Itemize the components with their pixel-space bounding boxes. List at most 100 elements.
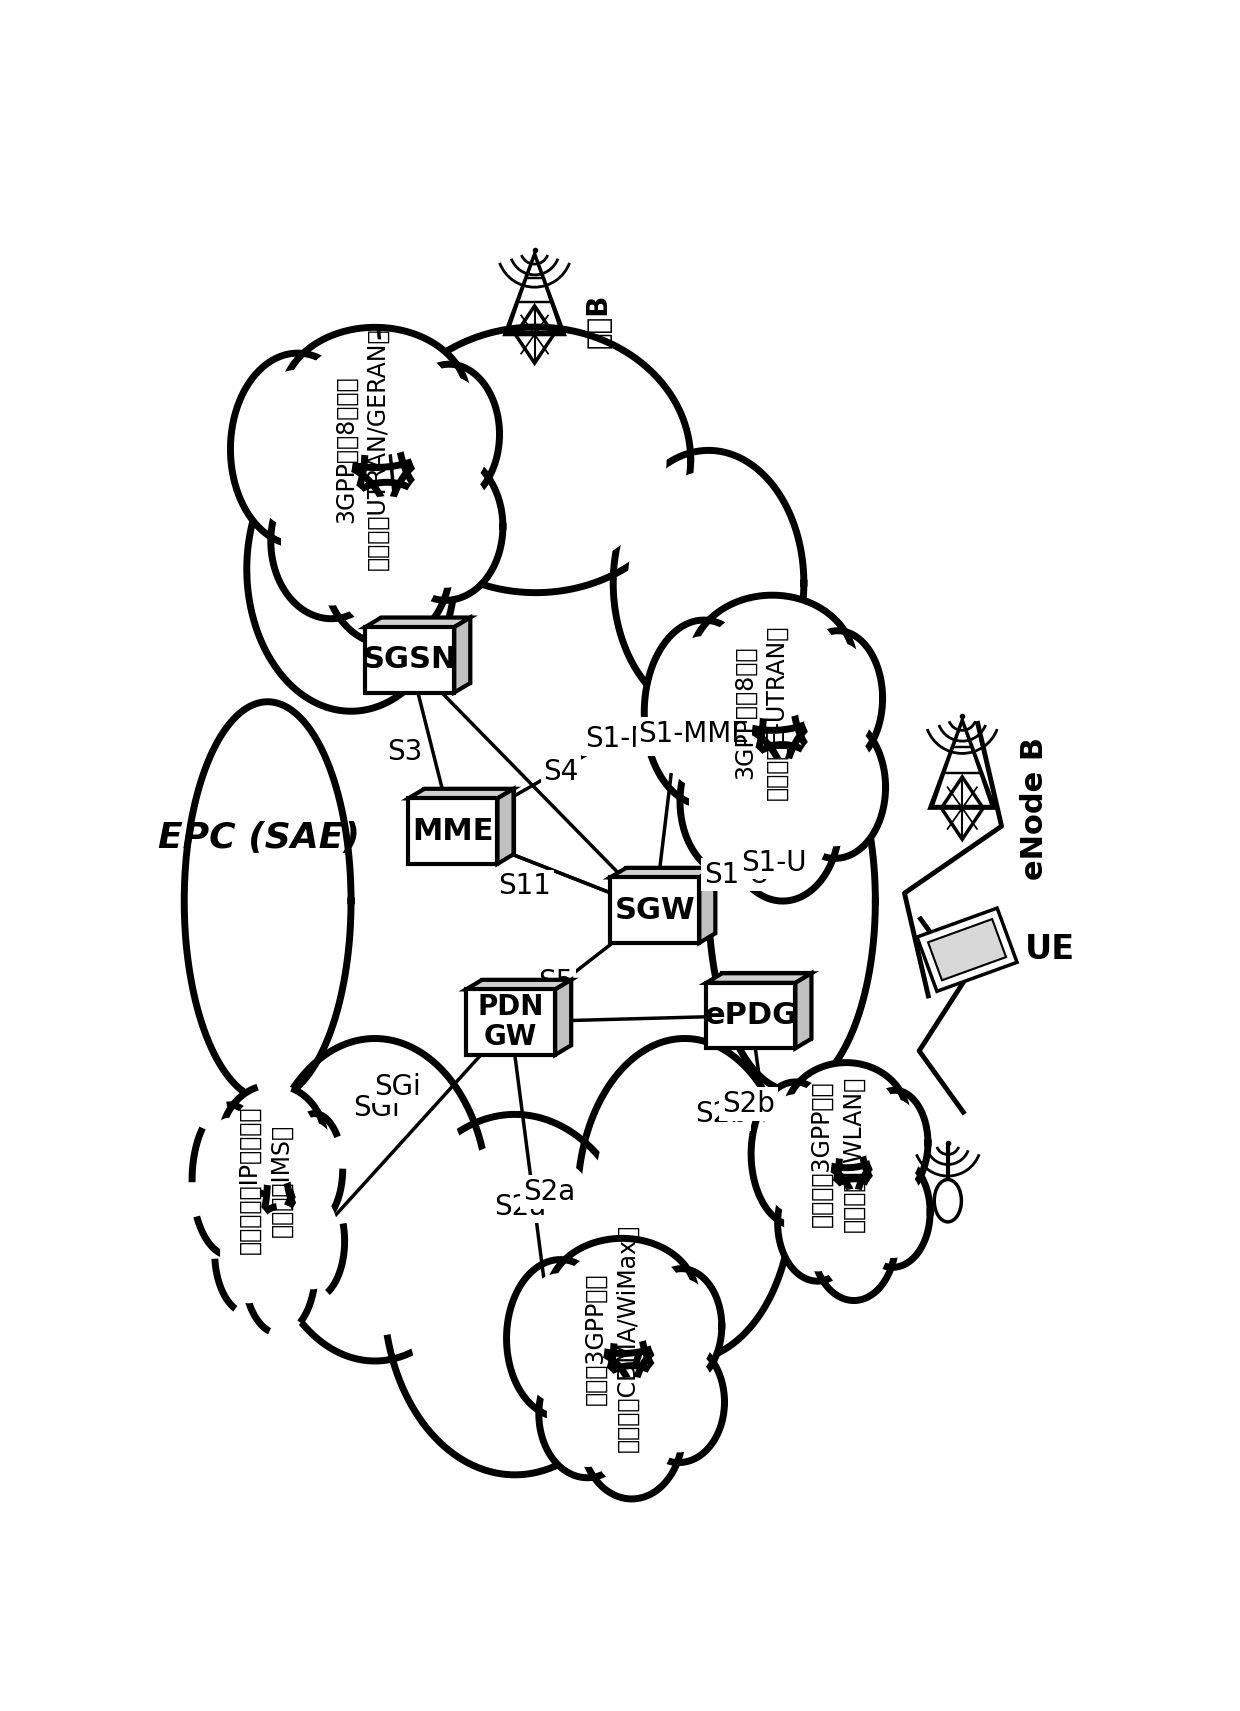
Text: S1-MME: S1-MME [585,725,696,753]
Polygon shape [707,974,811,982]
Polygon shape [626,867,715,932]
Ellipse shape [408,376,491,491]
Ellipse shape [221,1085,325,1194]
Ellipse shape [215,1193,283,1314]
Ellipse shape [629,472,789,695]
Ellipse shape [727,744,839,902]
Ellipse shape [548,1362,627,1466]
Text: S3: S3 [387,737,422,767]
Ellipse shape [291,1124,337,1213]
Polygon shape [424,789,513,854]
Ellipse shape [280,1182,345,1299]
Ellipse shape [280,1064,470,1335]
Ellipse shape [192,1105,268,1256]
Ellipse shape [862,1090,928,1196]
Ellipse shape [562,1249,683,1343]
Ellipse shape [198,1119,260,1242]
Text: S2b: S2b [722,1090,775,1117]
Ellipse shape [548,1239,696,1353]
Polygon shape [454,618,470,693]
Ellipse shape [578,1039,792,1360]
Ellipse shape [812,1179,895,1300]
Polygon shape [556,980,572,1056]
Polygon shape [381,618,470,683]
Ellipse shape [759,1095,832,1213]
Ellipse shape [785,1175,851,1271]
Ellipse shape [244,1206,315,1335]
Text: EPC (SAE): EPC (SAE) [157,821,360,856]
Text: 节点B: 节点B [585,294,613,349]
Text: SGSN: SGSN [362,645,456,674]
Ellipse shape [641,1268,722,1384]
Ellipse shape [221,1203,277,1302]
Ellipse shape [539,1350,636,1478]
Text: MME: MME [412,816,494,845]
Text: SGi: SGi [374,1073,420,1100]
Polygon shape [707,982,795,1049]
Text: S4: S4 [543,758,579,785]
Text: SGW: SGW [614,895,696,924]
Ellipse shape [934,1179,961,1222]
Ellipse shape [784,717,885,859]
Ellipse shape [868,1100,923,1186]
Text: PDN
GW: PDN GW [477,992,544,1051]
Ellipse shape [270,464,392,619]
Text: 服务提供商IP服务网络
（例如，IMS）: 服务提供商IP服务网络 （例如，IMS） [238,1105,294,1254]
Polygon shape [610,878,699,943]
Ellipse shape [243,370,353,527]
Polygon shape [928,919,1006,980]
Ellipse shape [794,631,883,767]
Ellipse shape [262,1039,489,1360]
Ellipse shape [322,483,451,645]
Text: S2b: S2b [696,1100,749,1128]
Ellipse shape [516,1273,604,1403]
Ellipse shape [785,1063,906,1167]
Ellipse shape [381,327,691,592]
Ellipse shape [283,327,467,467]
Ellipse shape [614,450,804,715]
Ellipse shape [231,352,365,546]
Ellipse shape [231,1095,315,1184]
Text: 可靠非3GPP接入
（例如，CDMA/WiMax）: 可靠非3GPP接入 （例如，CDMA/WiMax） [584,1225,640,1453]
Text: S1-U: S1-U [742,849,807,876]
Ellipse shape [247,426,455,712]
Ellipse shape [286,1194,339,1288]
Ellipse shape [691,595,854,731]
Text: S1-U: S1-U [703,861,769,888]
Ellipse shape [398,364,500,505]
Ellipse shape [590,1377,673,1487]
Text: S1-MME: S1-MME [639,720,749,748]
Polygon shape [408,789,513,799]
Polygon shape [466,989,556,1056]
Ellipse shape [645,619,764,806]
Text: S5: S5 [538,968,573,996]
Polygon shape [408,799,497,864]
Ellipse shape [404,1143,625,1446]
Ellipse shape [777,1165,857,1282]
Polygon shape [795,974,811,1049]
Ellipse shape [335,496,439,630]
Polygon shape [466,980,572,989]
Text: S2a: S2a [523,1177,575,1206]
Ellipse shape [263,450,439,688]
Ellipse shape [399,465,492,587]
Ellipse shape [281,477,381,604]
Ellipse shape [286,1114,342,1223]
Ellipse shape [649,1280,714,1374]
Polygon shape [699,867,715,943]
Polygon shape [482,980,572,1045]
Ellipse shape [405,349,666,571]
Ellipse shape [820,1189,888,1290]
Ellipse shape [796,1073,897,1158]
Ellipse shape [856,1157,930,1268]
Polygon shape [365,618,470,628]
Ellipse shape [641,1352,717,1451]
Ellipse shape [801,643,874,755]
Polygon shape [918,909,1017,991]
Ellipse shape [751,1081,839,1225]
Ellipse shape [722,741,862,1061]
Ellipse shape [632,1341,724,1463]
Ellipse shape [185,702,351,1100]
Text: S2a: S2a [494,1193,547,1220]
Ellipse shape [794,729,877,845]
